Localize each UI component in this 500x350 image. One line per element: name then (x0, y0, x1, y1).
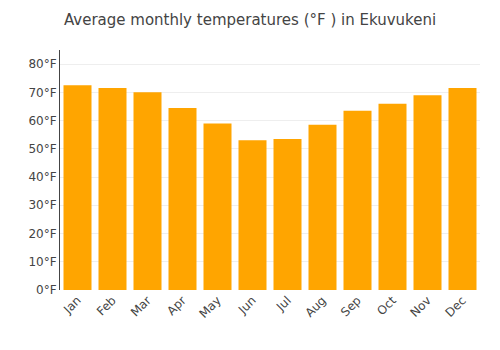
svg-text:Average monthly temperatures (: Average monthly temperatures (°F ) in Ek… (64, 11, 436, 29)
svg-text:Oct: Oct (374, 293, 399, 318)
svg-text:Dec: Dec (443, 293, 469, 319)
svg-text:80°F: 80°F (28, 57, 56, 71)
svg-text:Mar: Mar (128, 293, 154, 319)
svg-text:10°F: 10°F (28, 255, 56, 269)
svg-text:50°F: 50°F (28, 142, 56, 156)
svg-text:Jun: Jun (235, 293, 259, 317)
svg-text:40°F: 40°F (28, 170, 56, 184)
svg-text:Nov: Nov (407, 293, 433, 319)
svg-text:Jan: Jan (60, 293, 84, 317)
svg-text:Feb: Feb (94, 293, 119, 318)
svg-text:Apr: Apr (164, 293, 189, 318)
svg-text:0°F: 0°F (36, 283, 57, 297)
svg-text:20°F: 20°F (28, 227, 56, 241)
svg-text:70°F: 70°F (28, 86, 56, 100)
svg-text:60°F: 60°F (28, 114, 56, 128)
svg-text:May: May (196, 293, 223, 320)
svg-text:Aug: Aug (302, 293, 328, 319)
svg-text:30°F: 30°F (28, 198, 56, 212)
svg-text:Sep: Sep (338, 293, 364, 319)
svg-text:Jul: Jul (273, 293, 294, 314)
